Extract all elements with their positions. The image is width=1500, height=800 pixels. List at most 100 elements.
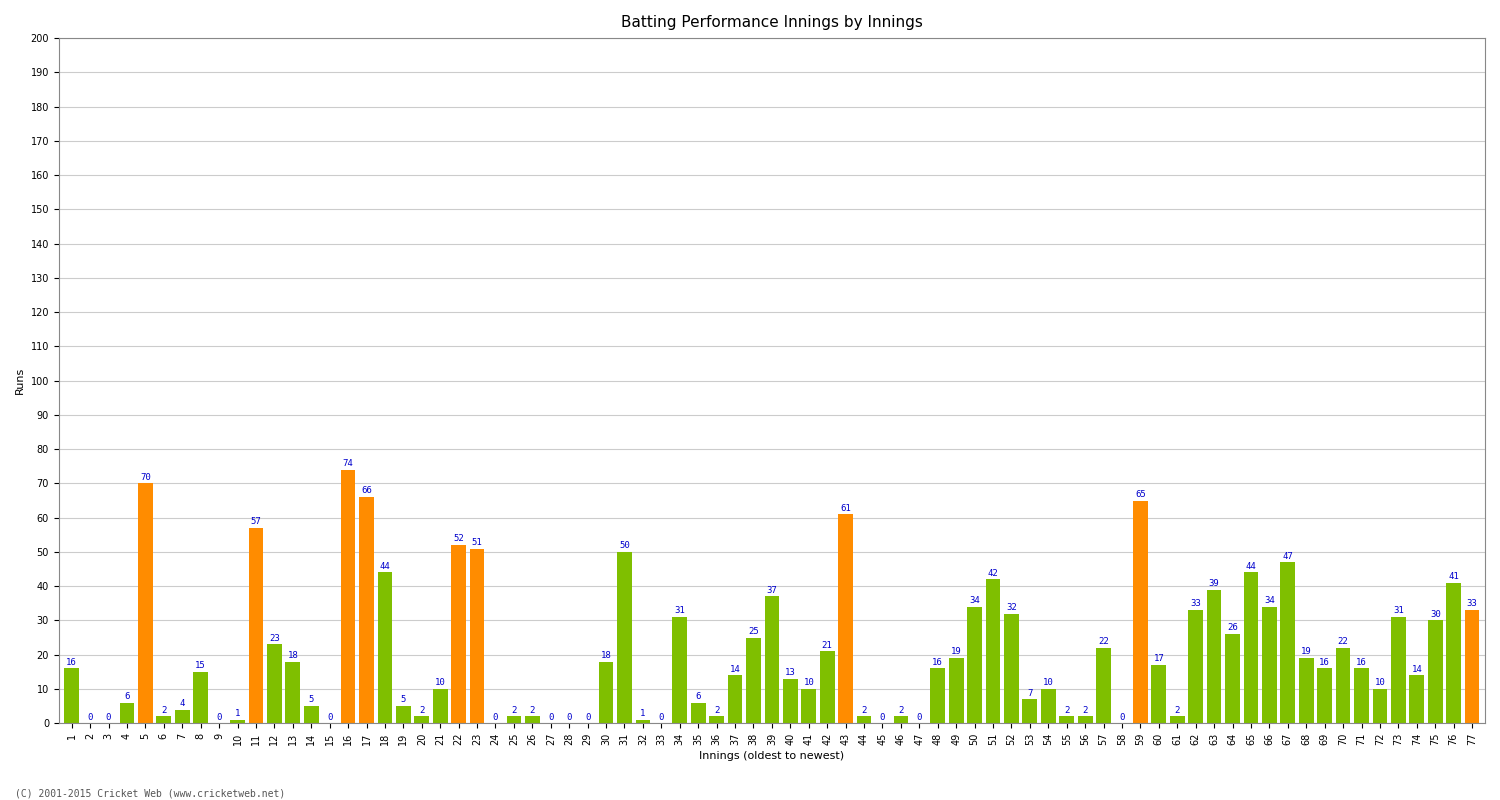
Text: 2: 2 <box>530 706 536 714</box>
Text: 5: 5 <box>309 695 314 704</box>
Text: 50: 50 <box>620 542 630 550</box>
Bar <box>1335 648 1350 723</box>
Text: 2: 2 <box>512 706 516 714</box>
Bar <box>1152 665 1166 723</box>
Text: 1: 1 <box>640 709 645 718</box>
Text: 0: 0 <box>87 713 93 722</box>
Text: 22: 22 <box>1098 637 1108 646</box>
Bar <box>821 651 834 723</box>
Text: 4: 4 <box>180 699 184 708</box>
Y-axis label: Runs: Runs <box>15 367 26 394</box>
Text: 21: 21 <box>822 641 833 650</box>
Text: 2: 2 <box>714 706 720 714</box>
Bar <box>470 549 484 723</box>
Bar <box>1299 658 1314 723</box>
Bar <box>1446 582 1461 723</box>
Text: 66: 66 <box>362 486 372 495</box>
Bar <box>692 702 705 723</box>
Bar <box>433 689 447 723</box>
Text: 5: 5 <box>400 695 406 704</box>
Text: 17: 17 <box>1154 654 1164 663</box>
Bar <box>1244 573 1258 723</box>
Bar <box>894 716 908 723</box>
Bar <box>267 645 282 723</box>
Text: 0: 0 <box>327 713 333 722</box>
Text: 1: 1 <box>236 709 240 718</box>
Text: 70: 70 <box>140 473 152 482</box>
Bar <box>1428 621 1443 723</box>
Bar <box>986 579 1000 723</box>
Bar <box>396 706 411 723</box>
Text: 0: 0 <box>658 713 664 722</box>
Bar <box>746 638 760 723</box>
Bar <box>1410 675 1424 723</box>
Text: 39: 39 <box>1209 579 1219 588</box>
Bar <box>710 716 724 723</box>
Text: 2: 2 <box>160 706 166 714</box>
Text: 0: 0 <box>548 713 554 722</box>
Bar <box>156 716 171 723</box>
Text: 16: 16 <box>66 658 76 666</box>
Text: 44: 44 <box>1245 562 1257 570</box>
Text: 51: 51 <box>471 538 483 547</box>
Bar <box>728 675 742 723</box>
Bar <box>138 483 153 723</box>
Text: 2: 2 <box>419 706 424 714</box>
Text: 23: 23 <box>268 634 279 642</box>
Bar <box>598 662 613 723</box>
Text: 10: 10 <box>435 678 445 687</box>
Bar <box>1464 610 1479 723</box>
Bar <box>285 662 300 723</box>
Text: 74: 74 <box>342 459 354 468</box>
Bar <box>304 706 318 723</box>
Bar <box>1078 716 1092 723</box>
Bar <box>176 710 189 723</box>
Text: 16: 16 <box>1356 658 1366 666</box>
Text: 33: 33 <box>1191 599 1202 609</box>
Bar <box>1226 634 1240 723</box>
Bar <box>783 678 798 723</box>
Text: 2: 2 <box>1174 706 1180 714</box>
Bar <box>839 514 854 723</box>
Text: 6: 6 <box>696 692 700 701</box>
Text: 2: 2 <box>1083 706 1088 714</box>
Text: 61: 61 <box>840 503 850 513</box>
Text: 0: 0 <box>916 713 922 722</box>
Text: 13: 13 <box>784 668 795 677</box>
Text: 33: 33 <box>1467 599 1478 609</box>
Bar <box>64 669 80 723</box>
X-axis label: Innings (oldest to newest): Innings (oldest to newest) <box>699 751 844 761</box>
Text: 18: 18 <box>600 651 612 660</box>
Text: 2: 2 <box>1064 706 1070 714</box>
Bar <box>1004 614 1019 723</box>
Bar <box>1023 699 1036 723</box>
Bar <box>1096 648 1112 723</box>
Bar <box>378 573 393 723</box>
Text: 0: 0 <box>494 713 498 722</box>
Text: (C) 2001-2015 Cricket Web (www.cricketweb.net): (C) 2001-2015 Cricket Web (www.cricketwe… <box>15 788 285 798</box>
Text: 41: 41 <box>1449 572 1460 581</box>
Text: 22: 22 <box>1338 637 1348 646</box>
Text: 65: 65 <box>1136 490 1146 499</box>
Bar <box>616 552 632 723</box>
Bar <box>672 617 687 723</box>
Text: 0: 0 <box>106 713 111 722</box>
Bar <box>414 716 429 723</box>
Bar <box>1041 689 1056 723</box>
Text: 19: 19 <box>951 647 962 657</box>
Title: Batting Performance Innings by Innings: Batting Performance Innings by Innings <box>621 15 922 30</box>
Bar <box>507 716 522 723</box>
Bar <box>1059 716 1074 723</box>
Text: 2: 2 <box>861 706 867 714</box>
Text: 2: 2 <box>898 706 903 714</box>
Text: 0: 0 <box>567 713 572 722</box>
Text: 31: 31 <box>675 606 686 615</box>
Text: 44: 44 <box>380 562 390 570</box>
Text: 19: 19 <box>1300 647 1311 657</box>
Text: 10: 10 <box>1374 678 1386 687</box>
Bar <box>1170 716 1185 723</box>
Text: 0: 0 <box>585 713 591 722</box>
Bar <box>1372 689 1388 723</box>
Text: 31: 31 <box>1394 606 1404 615</box>
Bar <box>1354 669 1370 723</box>
